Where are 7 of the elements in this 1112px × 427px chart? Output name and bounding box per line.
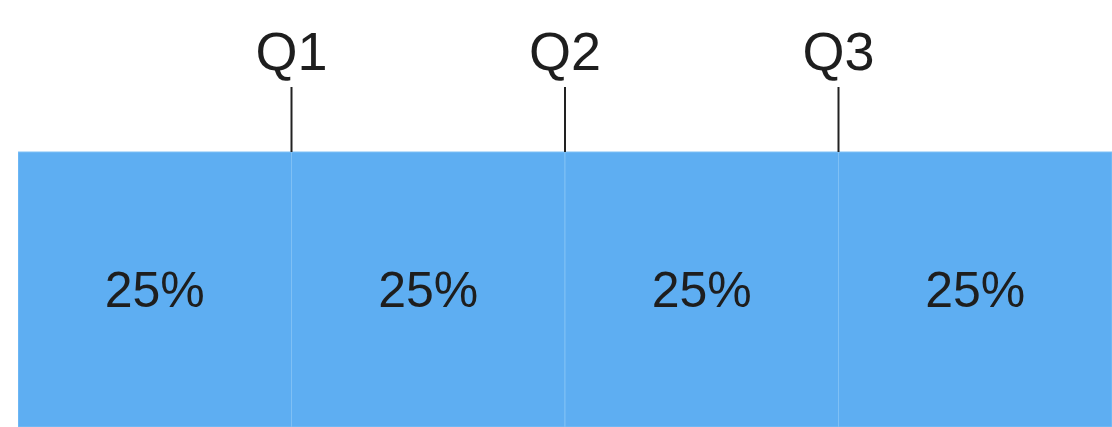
data-label: 25% [651,261,752,318]
data-label: 25% [378,261,479,318]
data-label: 25% [925,261,1026,318]
data-label: 25% [104,261,205,318]
annotation: Q2 [528,21,602,81]
annotation: Q1 [255,21,328,81]
annotation: Q3 [802,21,875,81]
